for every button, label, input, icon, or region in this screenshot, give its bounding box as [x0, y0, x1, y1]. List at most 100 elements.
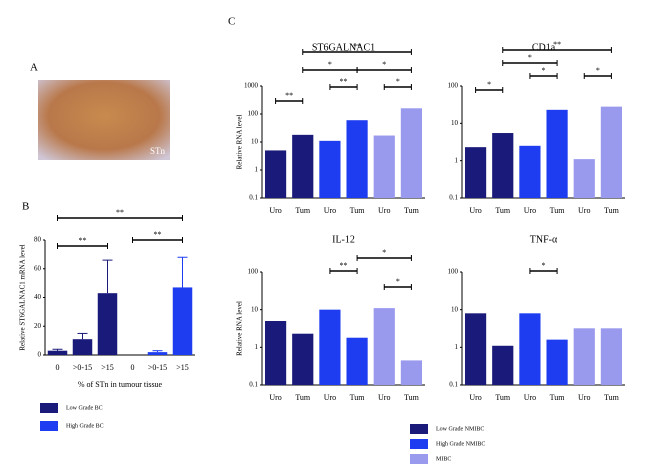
x-tick-label: Uro	[524, 206, 536, 215]
y-tick-label: 1	[255, 343, 259, 351]
x-tick-label: Uro	[378, 393, 390, 402]
significance-label: *	[396, 77, 400, 86]
significance-label: *	[328, 60, 332, 69]
y-tick-label: 100	[248, 110, 259, 118]
x-tick-label: 0	[56, 363, 60, 372]
legend-swatch	[40, 421, 58, 431]
significance-label: **	[340, 261, 348, 270]
x-tick-label: Tum	[550, 206, 566, 215]
y-tick-label: 0.1	[249, 381, 258, 389]
panel-label: C	[228, 16, 235, 28]
x-tick-label: Tum	[404, 206, 420, 215]
significance-label: *	[542, 66, 546, 75]
legend-swatch	[410, 454, 428, 464]
significance-label: *	[382, 60, 386, 69]
bar	[346, 120, 368, 198]
bar	[573, 159, 595, 198]
bar	[464, 313, 487, 385]
bar	[373, 308, 395, 385]
x-tick-label: Tum	[495, 393, 511, 402]
bar	[400, 360, 423, 385]
legend-label: High Grade BC	[66, 423, 104, 429]
x-tick-label: >0-15	[148, 363, 167, 372]
y-tick-label: 100	[448, 268, 459, 276]
x-tick-label: Tum	[404, 393, 420, 402]
significance-label: *	[396, 277, 400, 286]
y-tick-label: 10	[251, 305, 259, 313]
x-tick-label: >0-15	[73, 363, 92, 372]
x-tick-label: Tum	[495, 206, 511, 215]
significance-label: **	[154, 230, 162, 239]
y-tick-label: 10	[251, 138, 259, 146]
bar	[600, 106, 623, 198]
legend-swatch	[410, 439, 428, 449]
x-tick-label: Tum	[550, 393, 566, 402]
y-tick-label: 0.1	[449, 194, 458, 202]
y-tick-label: 10	[451, 119, 459, 127]
significance-label: **	[340, 77, 348, 86]
x-tick-label: Tum	[350, 206, 366, 215]
panel-label: A	[30, 62, 38, 74]
bar	[319, 309, 341, 385]
x-tick-label: Tum	[604, 206, 620, 215]
y-tick-label: 0.1	[449, 381, 458, 389]
y-tick-label: 1	[455, 343, 459, 351]
y-tick-label: 1	[455, 156, 459, 164]
y-axis-label: Relative RNA level	[236, 301, 244, 356]
y-axis-label: Relative ST6GALNAC1 mRNA level	[19, 244, 27, 350]
panel-label: B	[22, 201, 29, 213]
bar	[97, 293, 118, 355]
significance-label: **	[285, 91, 293, 100]
significance-label: *	[596, 66, 600, 75]
bar	[519, 313, 541, 385]
bar	[292, 134, 314, 198]
y-tick-label: 100	[448, 82, 459, 90]
histology-image	[38, 80, 170, 160]
x-tick-label: Uro	[378, 206, 390, 215]
x-tick-label: Uro	[524, 393, 536, 402]
image-label: STn	[150, 146, 166, 156]
bar	[492, 345, 514, 385]
x-tick-label: Uro	[469, 206, 481, 215]
y-tick-label: 1000	[244, 82, 259, 90]
legend-label: Low Grade BC	[66, 405, 103, 411]
bar	[573, 328, 595, 385]
significance-label: *	[382, 248, 386, 257]
x-tick-label: >15	[176, 363, 189, 372]
y-tick-label: 1	[255, 166, 259, 174]
bar	[292, 333, 314, 385]
y-tick-label: 60	[34, 264, 42, 272]
bar	[264, 150, 287, 198]
significance-label: **	[553, 40, 561, 49]
x-tick-label: Tum	[295, 393, 311, 402]
y-tick-label: 10	[451, 305, 459, 313]
bar	[346, 337, 368, 385]
bar	[319, 140, 341, 198]
bar	[373, 135, 395, 198]
significance-label: **	[79, 236, 87, 245]
bar	[147, 352, 168, 355]
y-tick-label: 0	[38, 351, 42, 359]
significance-label: *	[528, 53, 532, 62]
bar	[600, 328, 623, 385]
x-tick-label: Uro	[469, 393, 481, 402]
y-tick-label: 0.1	[249, 194, 258, 202]
legend-swatch	[410, 424, 428, 434]
x-tick-label: Uro	[324, 206, 336, 215]
x-tick-label: Tum	[295, 206, 311, 215]
legend-label: Low Grade NMIBC	[436, 426, 484, 432]
y-tick-label: 20	[34, 322, 42, 330]
legend-label: MIBC	[436, 456, 451, 462]
x-axis-label: % of STn in tumour tissue	[78, 380, 163, 389]
chart-title: CD1a	[532, 42, 556, 53]
y-tick-label: 80	[34, 236, 42, 244]
bar	[546, 339, 568, 385]
bar	[264, 321, 287, 385]
y-axis-label: Relative RNA level	[236, 115, 244, 170]
bar	[47, 350, 68, 355]
x-tick-label: Uro	[324, 393, 336, 402]
significance-label: *	[542, 261, 546, 270]
significance-label: **	[116, 208, 124, 217]
bar	[492, 133, 514, 198]
